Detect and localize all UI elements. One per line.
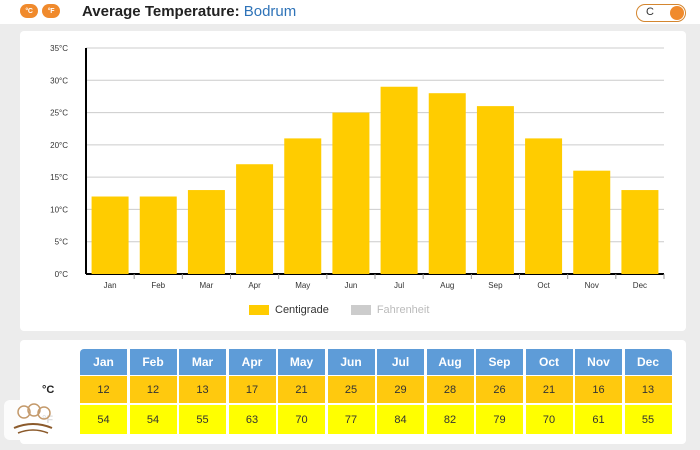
month-header-cell: Apr (228, 349, 276, 375)
fahrenheit-row: 54 54 55 63 70 77 84 82 79 70 61 55 (80, 405, 674, 434)
x-tick-label: May (295, 281, 310, 290)
month-header-row: Jan Feb Mar Apr May Jun Jul Aug Sep Oct Nov Dec (80, 349, 674, 375)
city-name: Bodrum (243, 3, 297, 20)
bar-sep (476, 106, 514, 274)
y-tick-label: 30°C (50, 76, 68, 85)
y-tick-label: 25°C (50, 109, 68, 118)
month-header-cell: Aug (426, 349, 474, 375)
celsius-cell: 16 (575, 376, 622, 403)
month-header-cell: May (278, 349, 325, 375)
month-header-cell: Jan (80, 349, 127, 375)
fahrenheit-cell: 82 (426, 405, 474, 434)
fahrenheit-cell: 77 (327, 405, 375, 434)
bar-jun (332, 112, 370, 274)
chart-legend: Centigrade Fahrenheit (249, 304, 429, 316)
month-header-cell: Sep (476, 349, 523, 375)
fahrenheit-cell: 61 (575, 405, 622, 434)
month-header-cell: Feb (129, 349, 177, 375)
fahrenheit-cell: 70 (525, 405, 573, 434)
x-tick-label: Mar (200, 281, 214, 290)
month-header-cell: Mar (179, 349, 226, 375)
y-tick-label: 0°C (55, 270, 69, 279)
fahrenheit-cell: 54 (80, 405, 127, 434)
month-header-cell: Nov (575, 349, 622, 375)
x-tick-label: Aug (440, 281, 454, 290)
title-text: Average Temperature: (82, 3, 240, 20)
temperature-table: Jan Feb Mar Apr May Jun Jul Aug Sep Oct Nov Dec °C … (20, 340, 686, 444)
bar-mar (187, 190, 225, 274)
legend-swatch-fahrenheit (350, 305, 371, 315)
x-tick-label: Dec (633, 281, 647, 290)
y-tick-label: 20°C (50, 141, 68, 150)
unit-toggle-label: C (646, 6, 654, 18)
temperature-bar-chart: 0°C 5°C 10°C 15°C 20°C 25°C 30°C 35°C Jan Feb Mar A… (50, 44, 665, 290)
celsius-row-label: °C (42, 384, 55, 396)
toggle-knob (670, 6, 684, 20)
celsius-cell: 29 (377, 376, 424, 403)
x-tick-label: Jul (394, 281, 404, 290)
fahrenheit-cell: 55 (179, 405, 226, 434)
unit-toggle[interactable]: C (636, 4, 686, 22)
y-tick-label: 5°C (55, 238, 69, 247)
y-tick-label: 15°C (50, 173, 68, 182)
bar-aug (428, 93, 466, 274)
fahrenheit-cell: 55 (624, 405, 672, 434)
legend-swatch-centigrade (249, 305, 269, 315)
bar-jan (91, 196, 129, 274)
chart-panel: 0°C 5°C 10°C 15°C 20°C 25°C 30°C 35°C Jan Feb Mar A… (20, 31, 686, 331)
legend-item-centigrade[interactable]: Centigrade (249, 304, 329, 316)
unit-badges: °C °F (20, 4, 60, 18)
celsius-cell: 25 (327, 376, 375, 403)
x-tick-label: Apr (248, 281, 261, 290)
x-tick-label: Jan (104, 281, 117, 290)
celsius-row: 12 12 13 17 21 25 29 28 26 21 16 13 (80, 376, 674, 403)
fahrenheit-cell: 84 (377, 405, 424, 434)
x-tick-label: Nov (585, 281, 599, 290)
celsius-cell: 17 (228, 376, 276, 403)
x-tick-label: Jun (344, 281, 357, 290)
month-header-cell: Jul (377, 349, 424, 375)
celsius-badge[interactable]: °C (20, 4, 38, 18)
celsius-cell: 12 (80, 376, 127, 403)
y-tick-label: 10°C (50, 205, 68, 214)
legend-item-fahrenheit[interactable]: Fahrenheit (350, 304, 430, 316)
x-tick-label: Oct (537, 281, 550, 290)
celsius-cell: 13 (624, 376, 672, 403)
bar-apr (236, 164, 274, 274)
month-header-cell: Jun (327, 349, 375, 375)
watermark-logo-icon (13, 403, 53, 434)
watermark-logo (4, 400, 62, 440)
celsius-cell: 21 (525, 376, 573, 403)
legend-label-centigrade: Centigrade (275, 304, 329, 316)
month-header-cell: Oct (525, 349, 573, 375)
page-title: Average Temperature: Bodrum (82, 3, 296, 20)
celsius-cell: 26 (476, 376, 523, 403)
bar-feb (139, 196, 177, 274)
legend-label-fahrenheit: Fahrenheit (376, 304, 430, 316)
bar-nov (573, 170, 611, 274)
fahrenheit-cell: 54 (129, 405, 177, 434)
fahrenheit-cell: 79 (476, 405, 523, 434)
x-tick-label: Sep (488, 281, 503, 290)
header-bar: °C °F Average Temperature: Bodrum C (0, 0, 700, 24)
bar-jul (380, 86, 418, 274)
bar-may (284, 138, 322, 274)
x-tick-label: Feb (151, 281, 165, 290)
fahrenheit-cell: 63 (228, 405, 276, 434)
celsius-cell: 28 (426, 376, 474, 403)
celsius-cell: 12 (129, 376, 177, 403)
celsius-cell: 21 (278, 376, 325, 403)
celsius-cell: 13 (179, 376, 226, 403)
y-tick-label: 35°C (50, 44, 68, 53)
fahrenheit-badge[interactable]: °F (42, 4, 60, 18)
fahrenheit-cell: 70 (278, 405, 325, 434)
month-header-cell: Dec (624, 349, 672, 375)
bar-oct (525, 138, 563, 274)
bar-dec (621, 190, 659, 274)
